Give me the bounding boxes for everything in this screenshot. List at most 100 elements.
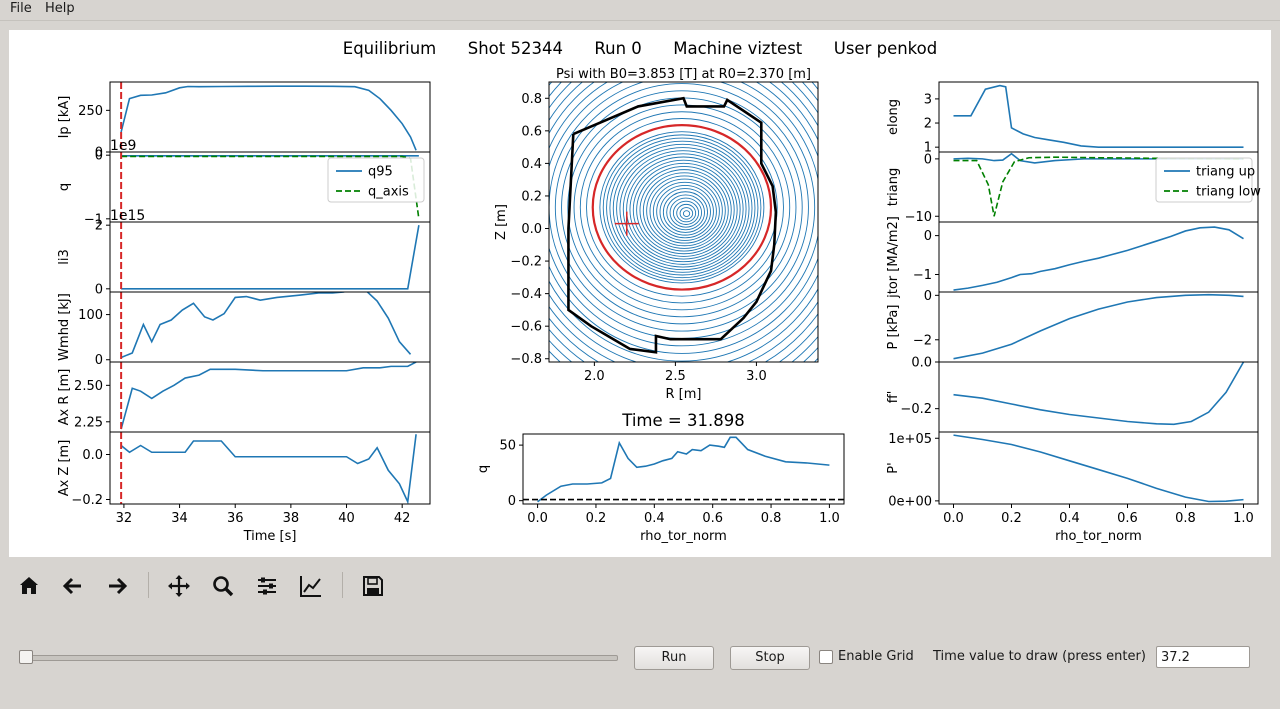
wmhd-ytick-label: 0 (95, 353, 103, 368)
back-button[interactable] (55, 568, 91, 604)
triang-legend-label: triang up (1196, 165, 1255, 180)
psi-xtick-label: 2.5 (665, 369, 686, 384)
ip-ylabel: Ip [kA] (57, 96, 72, 139)
jtor-series-0 (953, 226, 1244, 291)
ip-axes-frame (109, 81, 431, 153)
jtor-ytick-label: −1 (913, 268, 932, 283)
figure-svg: Equilibrium Shot 52344 Run 0 Machine viz… (57, 39, 1261, 544)
psi-contour (676, 203, 697, 223)
psi-ytick-label: −0.4 (510, 287, 542, 302)
q-ytick-label: −1 (84, 212, 103, 227)
psi-ytick-label: −0.8 (510, 352, 542, 367)
li3-plot-area (121, 225, 420, 290)
axz-ytick-label: 0.0 (82, 448, 103, 463)
pprime-xtick-label: 0.2 (1001, 511, 1022, 526)
psi-contour (662, 191, 708, 233)
time-value-input[interactable] (1156, 646, 1250, 668)
psi-ytick-label: −0.6 (510, 320, 542, 335)
pprime-axes-frame (938, 431, 1259, 505)
wmhd-plot-area (120, 292, 412, 359)
ffprime-ylabel: ff' (886, 391, 901, 404)
li3-series-0 (121, 225, 420, 290)
psi-xtick-label: 3.0 (746, 369, 767, 384)
pprime-xtick-label: 1.0 (1233, 511, 1254, 526)
menu-file[interactable]: File (10, 1, 32, 16)
save-button[interactable] (355, 568, 391, 604)
psi-ytick-label: 0.4 (521, 157, 542, 172)
psi-xtick-label: 2.0 (584, 369, 605, 384)
jtor-axes-frame (938, 221, 1259, 293)
pprime-ytick-label: 1e+05 (888, 432, 932, 447)
axz-xtick-label: 38 (283, 511, 300, 526)
qprofile-xtick-label: 0.0 (527, 511, 548, 526)
menu-help[interactable]: Help (45, 1, 75, 16)
axz-xtick-label: 42 (394, 511, 411, 526)
psi-contour (682, 210, 691, 217)
wmhd-ytick-label: 100 (78, 308, 103, 323)
elong-ytick-label: 2 (924, 117, 932, 132)
qprofile-ytick-label: 0 (508, 494, 516, 509)
pprime-ytick-label: 0e+00 (888, 494, 932, 509)
psi-contour (639, 169, 729, 252)
psi-contour (632, 162, 735, 257)
triang-ytick-label: 0 (924, 152, 932, 167)
zoom-button[interactable] (205, 568, 241, 604)
forward-button[interactable] (99, 568, 135, 604)
q-offset-label: 1e9 (110, 138, 136, 154)
navigation-toolbar (0, 568, 420, 608)
qprofile-ylabel: q (476, 465, 491, 473)
psi-contour (549, 82, 818, 362)
axz-ytick-label: −0.2 (71, 493, 103, 508)
pprime-xtick-label: 0.0 (943, 511, 964, 526)
stop-button[interactable]: Stop (730, 646, 810, 670)
axz-xtick-label: 36 (227, 511, 244, 526)
ip-ytick-label: 0 (95, 146, 103, 161)
psi-contour (561, 90, 803, 325)
psi-contour (659, 188, 711, 236)
qprofile-xtick-label: 0.2 (586, 511, 607, 526)
axr-axes-frame (109, 361, 431, 433)
li3-axes-frame (109, 221, 431, 293)
forward-arrow-icon (109, 577, 128, 595)
time-slider-track[interactable] (20, 655, 618, 661)
configure-subplots-button[interactable] (249, 568, 285, 604)
psi-contour (629, 159, 738, 260)
ffprime-ytick-label: 0.0 (911, 356, 932, 371)
home-button[interactable] (11, 568, 47, 604)
ip-ytick-label: 250 (78, 104, 103, 119)
q-ytick-label: 0 (95, 149, 103, 164)
ffprime-axes-frame (938, 361, 1259, 433)
psi-contour (554, 83, 809, 332)
pressure-ytick-label: −2 (913, 333, 932, 348)
psi-contour (626, 156, 741, 263)
pprime-ylabel: P' (886, 462, 901, 473)
enable-grid-checkbox[interactable] (819, 650, 833, 664)
psi-contour (669, 197, 703, 228)
qprofile-ytick-label: 50 (499, 439, 516, 454)
axz-series-0 (120, 434, 417, 504)
axr-ytick-label: 2.25 (74, 415, 103, 430)
back-arrow-icon (62, 577, 81, 595)
axz-xtick-label: 32 (116, 511, 133, 526)
elong-series-0 (953, 84, 1244, 148)
edit-axes-button[interactable] (293, 568, 329, 604)
psi-contour (602, 134, 762, 281)
axz-axes-frame (109, 431, 431, 505)
pan-icon (168, 575, 190, 597)
psi-contour (599, 131, 765, 284)
q-legend (327, 157, 425, 203)
pressure-series-0 (953, 293, 1244, 360)
jtor-plot-area (953, 226, 1244, 291)
figure-canvas[interactable]: Equilibrium Shot 52344 Run 0 Machine viz… (9, 30, 1271, 557)
figure-title: Equilibrium Shot 52344 Run 0 Machine viz… (343, 39, 937, 58)
axz-xlabel: Time [s] (243, 529, 297, 544)
edit-axes-icon (300, 576, 321, 597)
psi-contour (636, 166, 732, 255)
run-button[interactable]: Run (634, 646, 714, 670)
menu-bar: File Help (0, 0, 1280, 21)
pan-button[interactable] (161, 568, 197, 604)
qprofile-xtick-label: 0.6 (702, 511, 723, 526)
ffprime-plot-area (953, 362, 1245, 426)
wmhd-series-0 (120, 292, 412, 359)
time-slider-handle[interactable] (19, 650, 33, 664)
